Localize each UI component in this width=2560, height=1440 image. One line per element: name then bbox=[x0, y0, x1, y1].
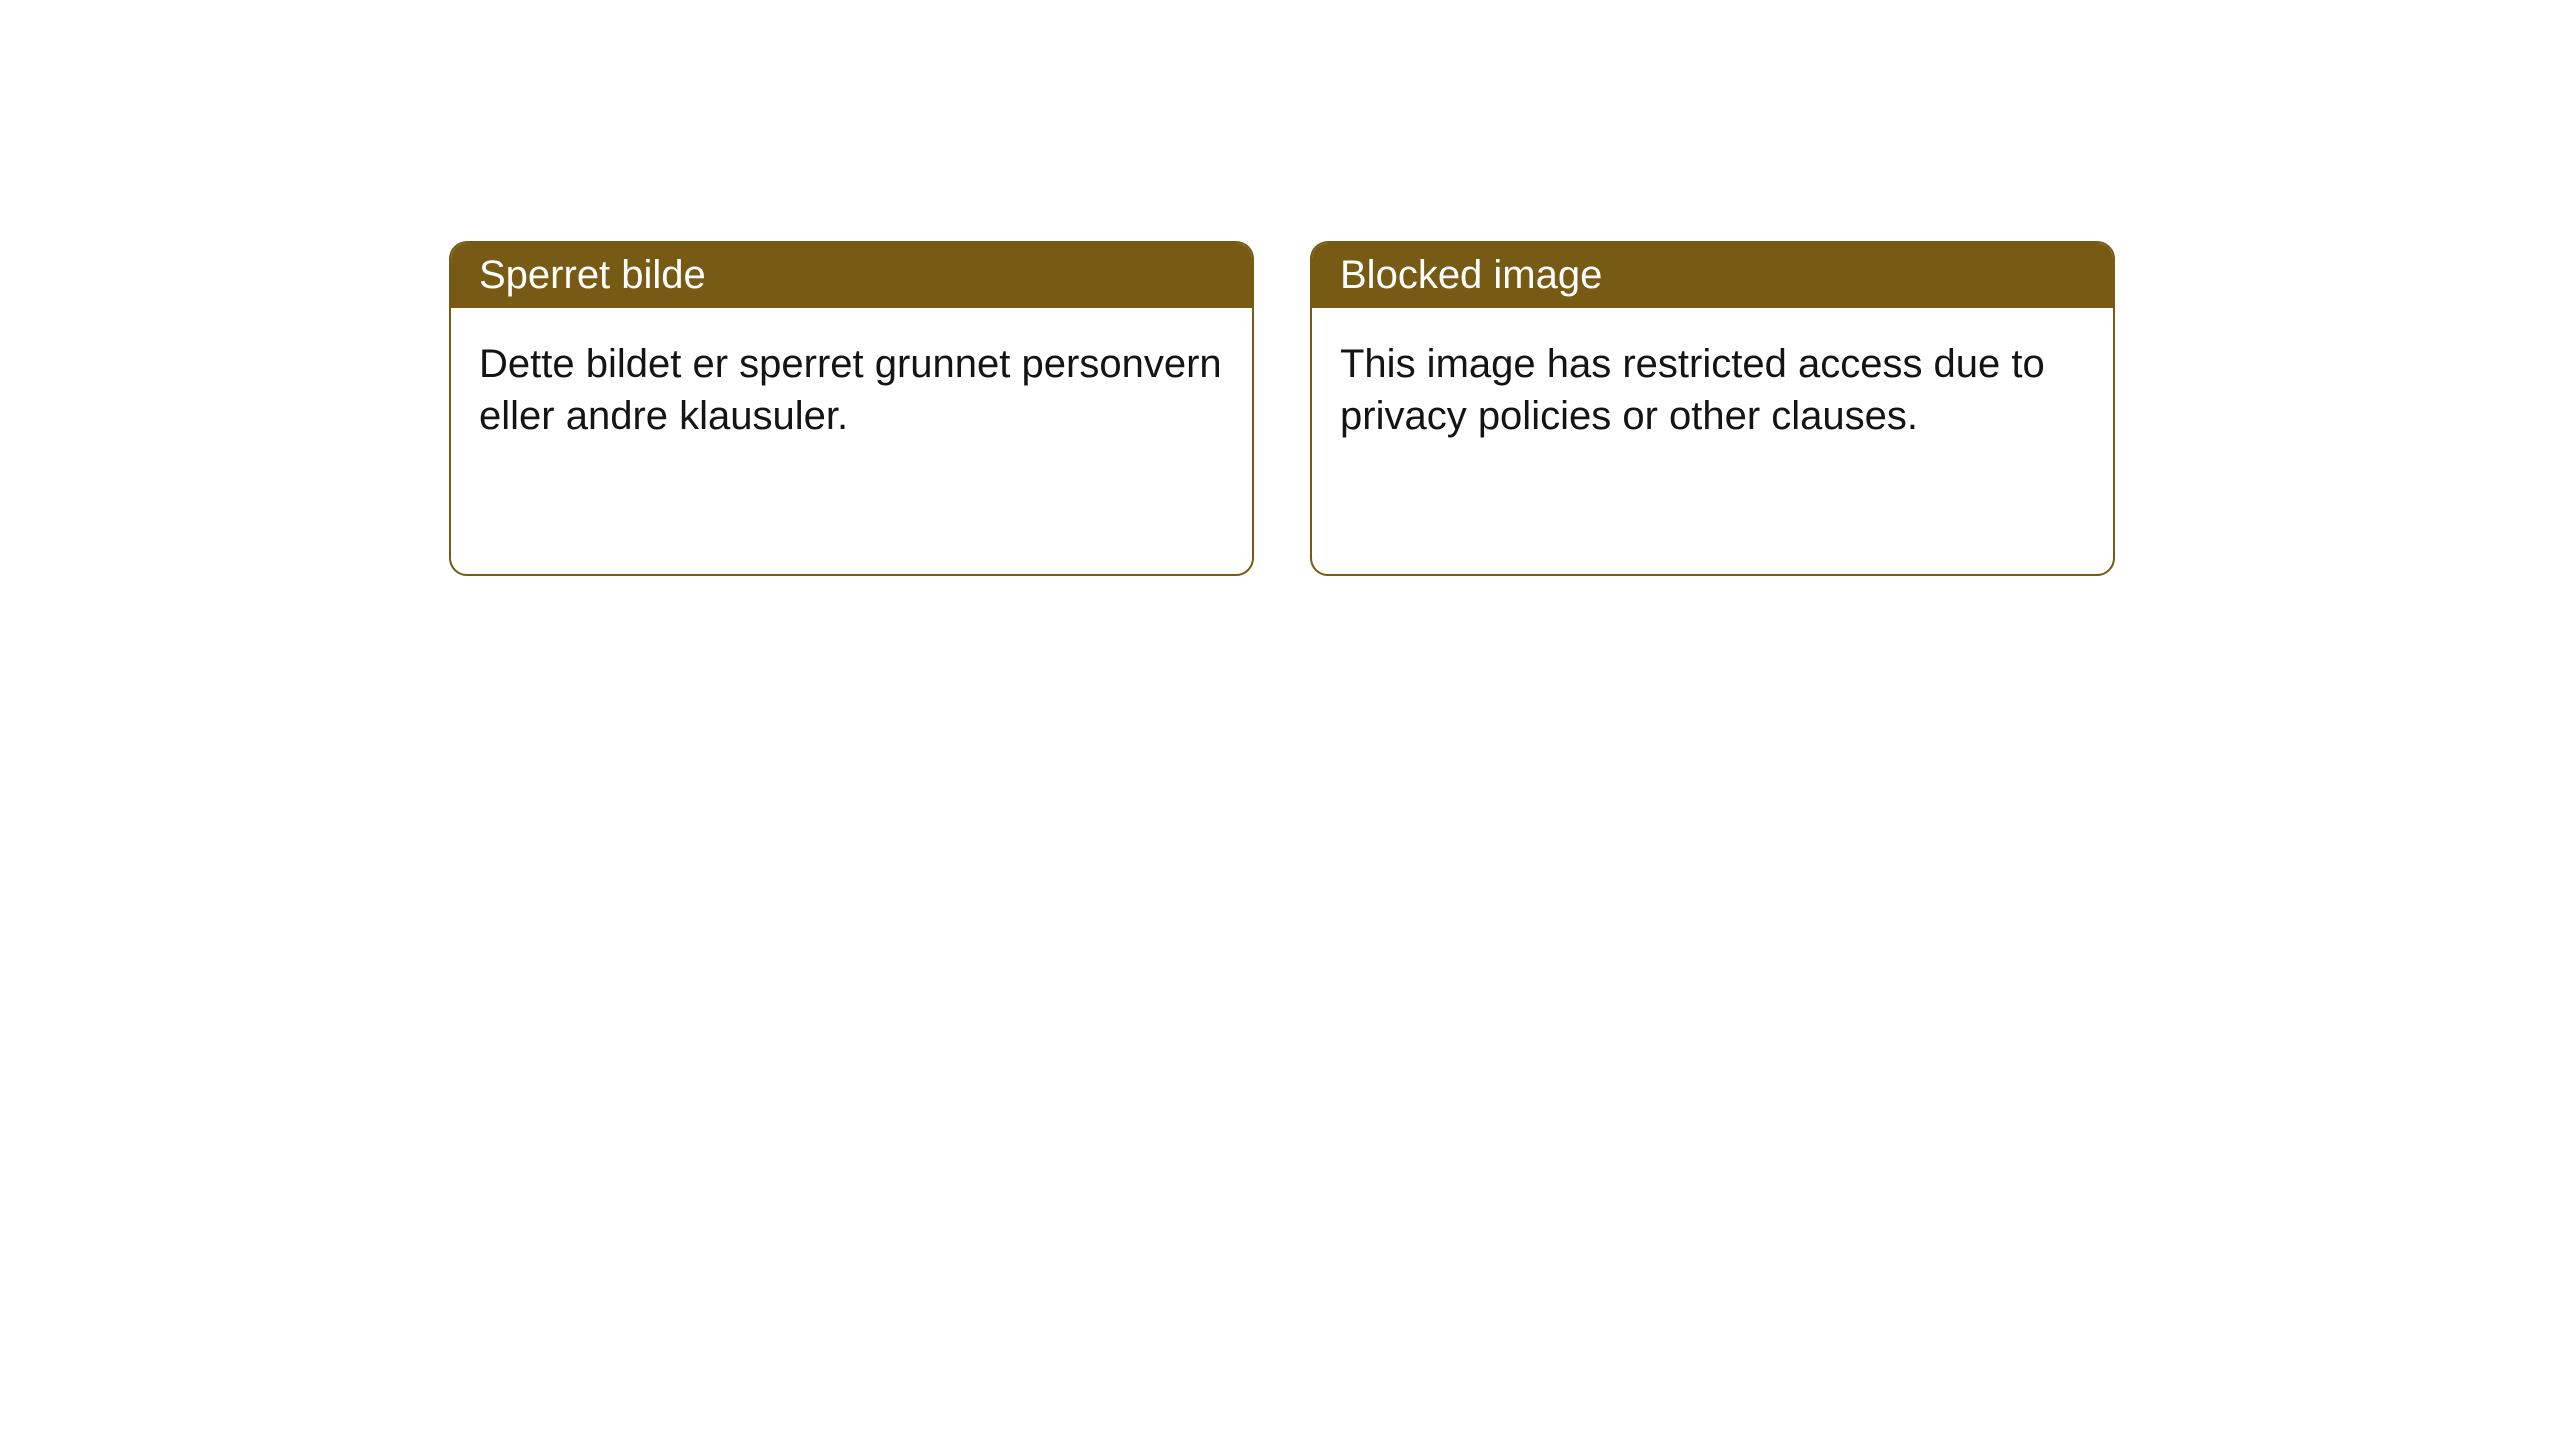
card-message: This image has restricted access due to … bbox=[1340, 342, 2045, 438]
card-message: Dette bildet er sperret grunnet personve… bbox=[479, 342, 1222, 438]
notice-cards-container: Sperret bilde Dette bildet er sperret gr… bbox=[0, 0, 2560, 576]
notice-card-english: Blocked image This image has restricted … bbox=[1310, 241, 2115, 576]
card-header: Sperret bilde bbox=[451, 243, 1252, 308]
card-body: This image has restricted access due to … bbox=[1312, 308, 2113, 472]
notice-card-norwegian: Sperret bilde Dette bildet er sperret gr… bbox=[449, 241, 1254, 576]
card-body: Dette bildet er sperret grunnet personve… bbox=[451, 308, 1252, 472]
card-title: Blocked image bbox=[1340, 253, 1602, 297]
card-header: Blocked image bbox=[1312, 243, 2113, 308]
card-title: Sperret bilde bbox=[479, 253, 706, 297]
